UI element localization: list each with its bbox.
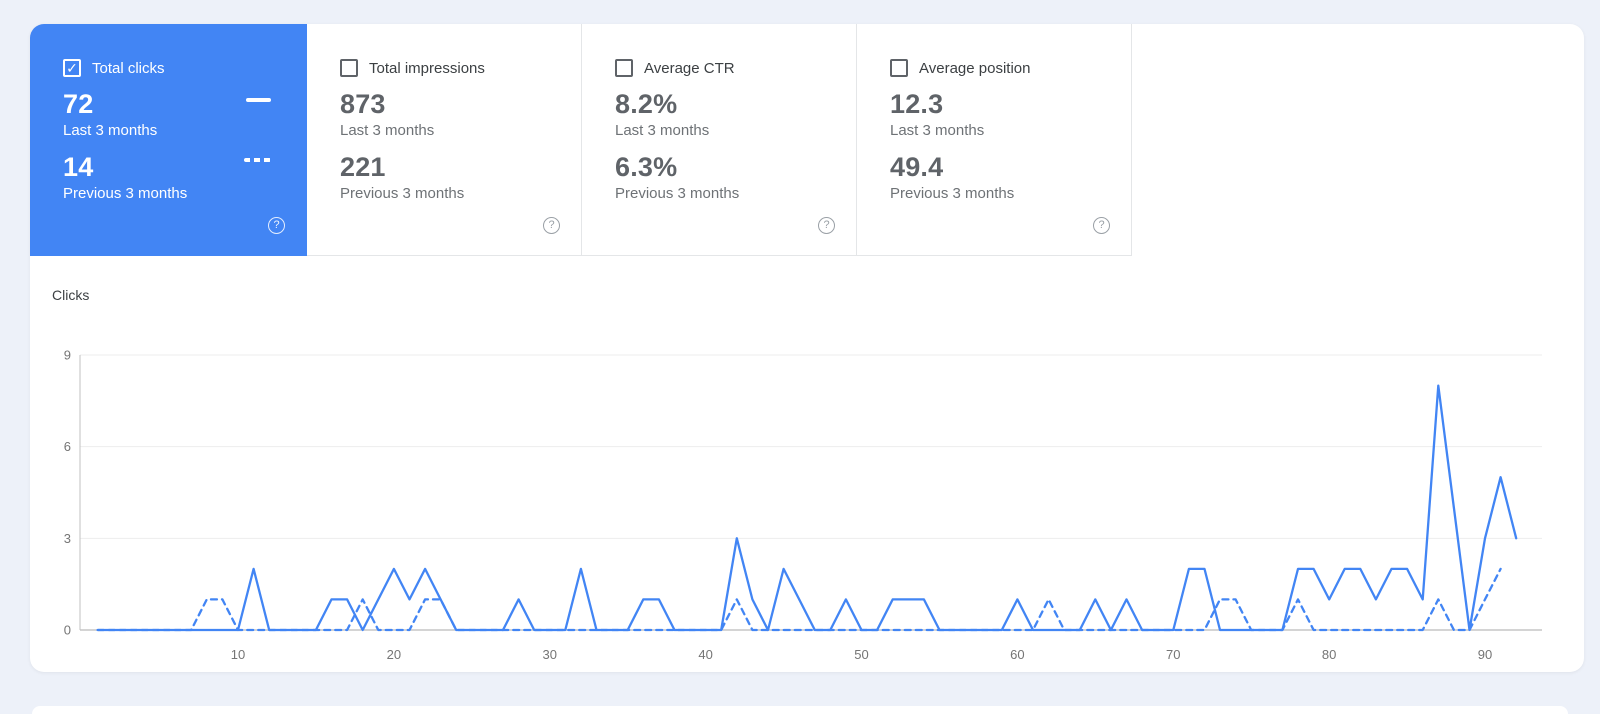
x-axis-tick-label: 10 (231, 647, 245, 662)
x-axis-tick-label: 40 (698, 647, 712, 662)
metric-value-current: 8.2% (615, 89, 678, 119)
metric-period-current: Last 3 months (615, 122, 710, 139)
x-axis-tick-label: 80 (1322, 647, 1336, 662)
metric-card-total-clicks[interactable]: ✓ Total clicks 72 Last 3 months 14 Previ… (30, 24, 307, 256)
x-axis-tick-label: 70 (1166, 647, 1180, 662)
help-icon[interactable]: ? (818, 217, 835, 234)
metric-card-total-impressions[interactable]: Total impressions 873 Last 3 months 221 … (307, 24, 582, 256)
card-title-row: Average position (890, 59, 1131, 77)
metric-value-current: 72 (63, 89, 94, 119)
metric-period-previous: Previous 3 months (63, 185, 188, 202)
card-title: Average CTR (644, 59, 735, 77)
y-axis-tick-label: 9 (64, 348, 71, 363)
y-axis-tick-label: 0 (64, 623, 71, 638)
performance-chart[interactable]: 0 3 6 9 10 20 30 40 50 60 70 80 90 (30, 312, 1584, 672)
metric-period-previous: Previous 3 months (890, 185, 1015, 202)
metric-card-average-ctr[interactable]: Average CTR 8.2% Last 3 months 6.3% Prev… (582, 24, 857, 256)
metric-value-previous: 6.3% (615, 152, 678, 182)
metric-period-previous: Previous 3 months (615, 185, 740, 202)
metric-value-current: 12.3 (890, 89, 944, 119)
series-line-dashed (96, 567, 1502, 632)
checkbox-unchecked-icon[interactable] (615, 59, 633, 77)
metric-value-current: 873 (340, 89, 386, 119)
metric-value-previous: 49.4 (890, 152, 944, 182)
help-icon[interactable]: ? (543, 217, 560, 234)
checkbox-unchecked-icon[interactable] (890, 59, 908, 77)
checkbox-unchecked-icon[interactable] (340, 59, 358, 77)
card-title-row: Average CTR (615, 59, 856, 77)
card-title-row: ✓ Total clicks (63, 59, 306, 77)
metric-period-current: Last 3 months (340, 122, 435, 139)
performance-panel: ✓ Total clicks 72 Last 3 months 14 Previ… (30, 24, 1584, 672)
series-line-solid (96, 384, 1518, 632)
checkbox-checked-icon[interactable]: ✓ (63, 59, 81, 77)
chart-y-axis-title: Clicks (52, 287, 90, 303)
metric-period-previous: Previous 3 months (340, 185, 465, 202)
help-icon[interactable]: ? (1093, 217, 1110, 234)
card-title: Average position (919, 59, 1031, 77)
help-icon[interactable]: ? (268, 217, 285, 234)
next-section-panel (32, 706, 1568, 714)
card-title: Total clicks (92, 59, 165, 77)
clicks-chart-section: Clicks 0 3 6 9 10 20 30 40 50 60 70 80 90 (30, 256, 1584, 672)
x-axis-tick-label: 50 (854, 647, 868, 662)
dashed-line-legend-icon (244, 158, 271, 162)
metric-cards-row: ✓ Total clicks 72 Last 3 months 14 Previ… (30, 24, 1584, 256)
solid-line-legend-icon (246, 98, 271, 102)
x-axis-tick-label: 90 (1478, 647, 1492, 662)
metric-period-current: Last 3 months (63, 122, 158, 139)
metric-value-previous: 221 (340, 152, 386, 182)
metric-value-previous: 14 (63, 152, 94, 182)
metric-card-average-position[interactable]: Average position 12.3 Last 3 months 49.4… (857, 24, 1132, 256)
card-title-row: Total impressions (340, 59, 581, 77)
metric-period-current: Last 3 months (890, 122, 985, 139)
y-axis-tick-label: 3 (64, 531, 71, 546)
y-axis-tick-label: 6 (64, 439, 71, 454)
card-title: Total impressions (369, 59, 485, 77)
x-axis-tick-label: 20 (387, 647, 401, 662)
x-axis-tick-label: 60 (1010, 647, 1024, 662)
x-axis-tick-label: 30 (543, 647, 557, 662)
